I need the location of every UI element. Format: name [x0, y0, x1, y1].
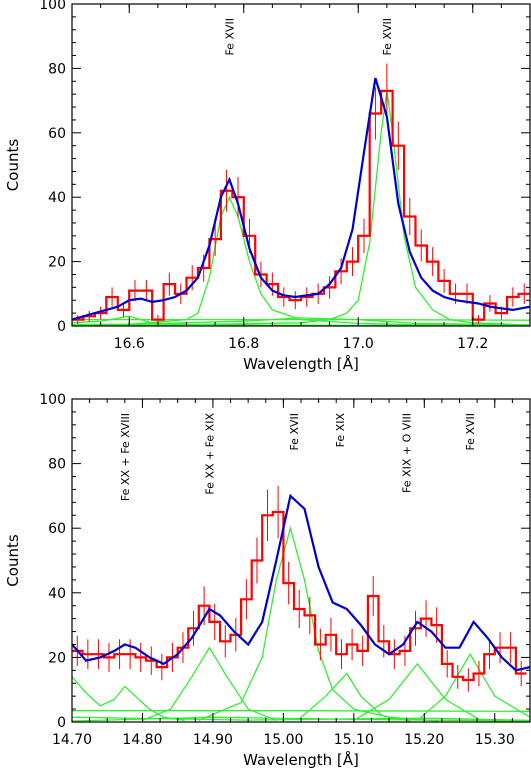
- line-annotation: Fe XVII: [381, 18, 394, 56]
- y-tick-label: 100: [39, 0, 66, 13]
- plot-area: [72, 63, 530, 326]
- top-spectrum-panel: 0 20 40 60 80 100 16.6 16.8 17.0 17.2 Wavelength […: [4, 0, 531, 373]
- y-tick-label: 0: [57, 319, 66, 335]
- y-tick-label: 100: [39, 392, 66, 408]
- plot-frame: [71, 398, 531, 723]
- bottom-spectrum-panel: 0 20 40 60 80 100 14.70 14.80 14.90 15.00 15.10 15.…: [4, 392, 531, 769]
- line-annotation: Fe XIX: [334, 413, 347, 448]
- plot-area: [72, 485, 530, 722]
- model-line: [72, 493, 530, 672]
- y-tick-label: 20: [48, 650, 66, 666]
- y-tick-label: 60: [48, 521, 66, 537]
- y-tick-label: 80: [48, 61, 66, 77]
- plot-frame: [71, 3, 531, 327]
- data-histogram: [72, 89, 530, 321]
- y-tick-label: 0: [57, 715, 66, 731]
- component-line-0: [72, 195, 530, 326]
- x-tick-label: 16.6: [114, 336, 145, 352]
- component-line-6: [72, 710, 530, 712]
- y-axis-label: Counts: [4, 139, 22, 192]
- component-line-1: [142, 646, 277, 722]
- line-annotation: Fe XIX + O VIII: [401, 413, 414, 493]
- x-tick-label: 17.2: [457, 336, 488, 352]
- line-annotation: Fe XX + Fe XIX: [203, 413, 216, 495]
- model-line: [72, 77, 530, 321]
- x-tick-label: 17.0: [343, 336, 374, 352]
- line-annotation: Fe XVII: [464, 413, 477, 451]
- x-tick-label: 14.70: [52, 732, 92, 748]
- component-line-3: [297, 672, 411, 722]
- x-tick-label: 14.80: [122, 732, 162, 748]
- x-axis-label: Wavelength [Å]: [243, 750, 359, 769]
- x-tick-label: 16.8: [228, 336, 259, 352]
- x-tick-label: 14.90: [193, 732, 233, 748]
- y-tick-label: 60: [48, 126, 66, 142]
- component-line-4: [353, 662, 482, 721]
- y-tick-label: 20: [48, 255, 66, 271]
- x-tick-label: 15.10: [334, 732, 374, 748]
- component-line-5: [416, 652, 530, 721]
- x-tick-label: 15.30: [475, 732, 515, 748]
- component-line-4: [72, 318, 530, 321]
- x-tick-label: 15.00: [263, 732, 303, 748]
- line-annotation: Fe XVII: [223, 18, 236, 56]
- x-axis-label: Wavelength [Å]: [243, 354, 359, 373]
- component-line-1: [72, 90, 530, 326]
- component-line-0: [72, 676, 185, 722]
- data-histogram: [72, 510, 527, 682]
- y-tick-label: 40: [48, 586, 66, 602]
- component-line-2: [198, 525, 439, 722]
- line-annotation: Fe XVII: [288, 413, 301, 451]
- y-tick-label: 40: [48, 190, 66, 206]
- line-annotation: Fe XX + Fe XVIII: [119, 413, 132, 501]
- y-axis-label: Counts: [4, 534, 22, 587]
- y-tick-label: 80: [48, 457, 66, 473]
- x-tick-label: 15.20: [404, 732, 444, 748]
